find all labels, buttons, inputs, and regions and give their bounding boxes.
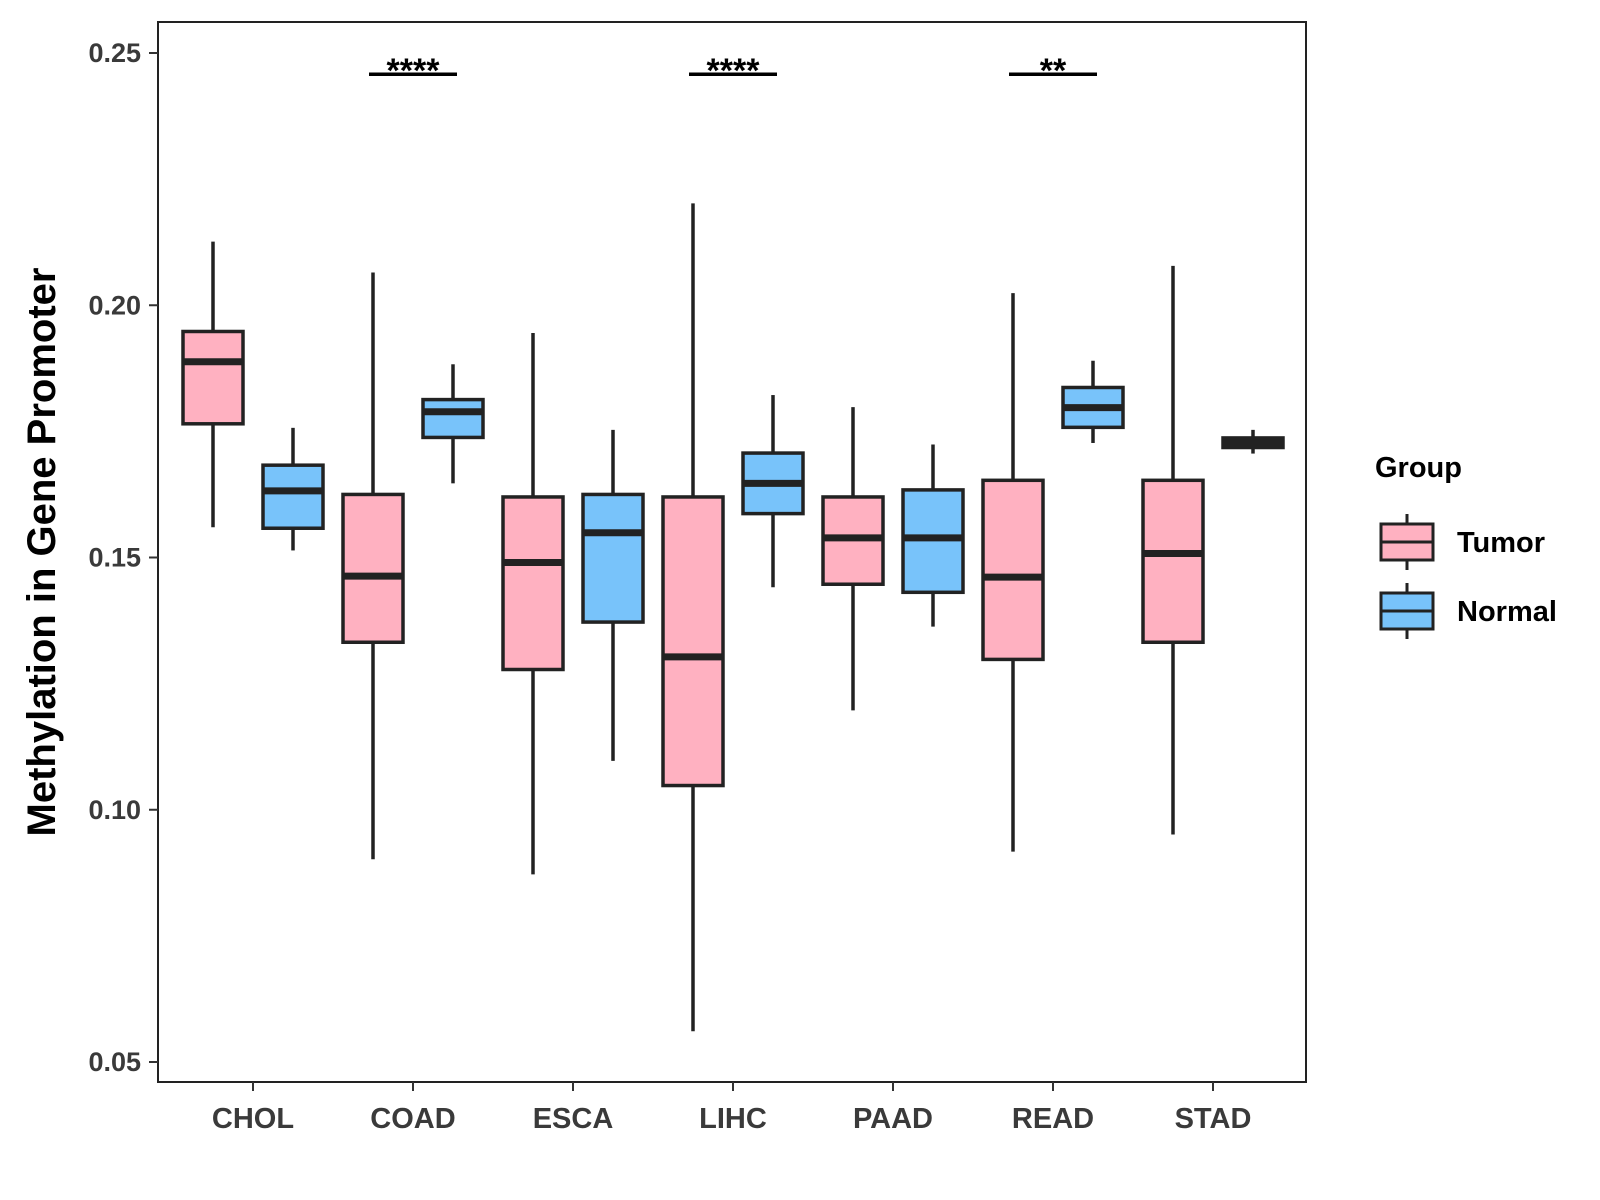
x-tick-label: ESCA	[533, 1103, 614, 1135]
sig-annotation-coad: ****	[369, 52, 457, 90]
box-tumor-esca	[501, 332, 565, 875]
box-tumor-coad	[341, 272, 405, 860]
significance-annotations: **** **** **	[369, 52, 1097, 90]
x-axis: CHOL COAD ESCA LIHC PAAD READ STAD	[212, 1082, 1251, 1135]
x-tick-label: COAD	[370, 1103, 455, 1135]
y-tick-label: 0.10	[88, 795, 141, 825]
box-iqr	[261, 463, 325, 530]
box-iqr	[341, 492, 405, 645]
y-tick-label: 0.15	[88, 543, 141, 573]
legend-label: Tumor	[1457, 527, 1545, 559]
sig-label: ****	[707, 52, 761, 90]
y-tick-label: 0.20	[88, 290, 141, 320]
y-tick-label: 0.25	[88, 38, 141, 68]
box-normal-esca	[581, 429, 645, 761]
box-normal-coad	[421, 364, 485, 484]
x-tick-label: PAAD	[853, 1103, 933, 1135]
x-tick-label: LIHC	[699, 1103, 767, 1135]
x-tick-label: CHOL	[212, 1103, 294, 1135]
box-tumor-read	[981, 293, 1045, 852]
legend-item-normal: Normal	[1379, 583, 1557, 639]
box-normal-read	[1061, 360, 1125, 443]
legend-title: Group	[1375, 452, 1462, 484]
box-iqr	[501, 495, 565, 672]
legend: Group Tumor Normal	[1375, 452, 1557, 639]
sig-annotation-read: **	[1009, 52, 1097, 90]
plot-panel-border	[157, 21, 1307, 1083]
sig-annotation-lihc: ****	[689, 52, 777, 90]
box-tumor-paad	[821, 407, 885, 711]
box-iqr	[181, 329, 245, 426]
box-normal-stad	[1221, 429, 1285, 454]
box-iqr	[421, 397, 485, 440]
y-axis-title: Methylation in Gene Promoter	[20, 268, 64, 837]
sig-label: ****	[387, 52, 441, 90]
box-iqr	[581, 492, 645, 624]
boxes-layer	[181, 203, 1285, 1032]
legend-item-tumor: Tumor	[1379, 514, 1545, 570]
legend-label: Normal	[1457, 596, 1557, 628]
box-iqr	[1141, 478, 1205, 645]
y-tick-label: 0.05	[88, 1047, 141, 1077]
x-tick-label: READ	[1012, 1103, 1094, 1135]
y-axis: 0.05 0.10 0.15 0.20 0.25	[88, 38, 158, 1077]
box-tumor-lihc	[661, 203, 725, 1032]
box-tumor-stad	[1141, 265, 1205, 835]
box-iqr	[661, 495, 725, 788]
box-tumor-chol	[181, 241, 245, 528]
sig-label: **	[1040, 52, 1067, 90]
box-normal-chol	[261, 427, 325, 551]
box-normal-paad	[901, 444, 965, 627]
x-tick-label: STAD	[1175, 1103, 1252, 1135]
box-normal-lihc	[741, 395, 805, 588]
box-iqr	[981, 478, 1045, 662]
